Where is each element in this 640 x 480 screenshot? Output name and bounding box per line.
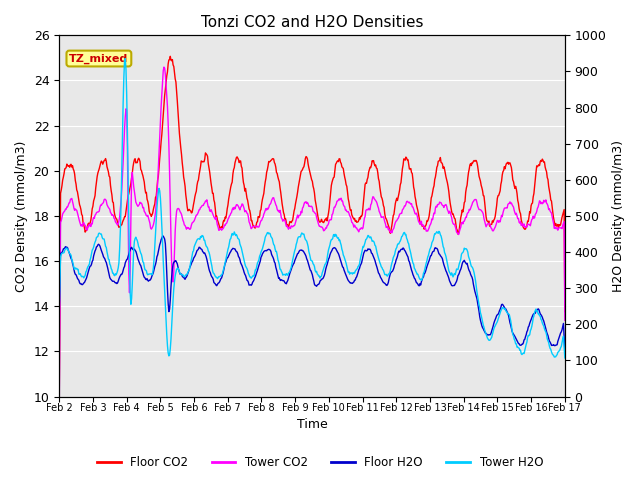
Tower H2O <box>122 56 129 61</box>
Title: Tonzi CO2 and H2O Densities: Tonzi CO2 and H2O Densities <box>201 15 423 30</box>
Tower H2O <box>195 236 203 241</box>
Floor H2O <box>561 348 569 353</box>
Floor CO2 <box>374 169 381 175</box>
Floor CO2 <box>166 53 174 59</box>
Tower CO2 <box>374 203 381 209</box>
Line: Floor CO2: Floor CO2 <box>59 56 565 411</box>
Floor H2O <box>55 308 63 314</box>
X-axis label: Time: Time <box>296 419 328 432</box>
Floor CO2 <box>55 408 63 414</box>
Tower H2O <box>374 252 381 258</box>
Floor CO2 <box>168 57 176 62</box>
Line: Tower CO2: Tower CO2 <box>59 67 565 424</box>
Floor H2O <box>388 268 396 274</box>
Tower CO2 <box>65 202 72 208</box>
Tower CO2 <box>195 207 203 213</box>
Tower CO2 <box>168 278 176 284</box>
Line: Tower H2O: Tower H2O <box>59 59 565 358</box>
Floor H2O <box>65 247 72 253</box>
Tower CO2 <box>116 206 124 212</box>
Tower H2O <box>55 313 63 319</box>
Line: Floor H2O: Floor H2O <box>59 236 565 350</box>
Tower H2O <box>561 355 569 361</box>
Y-axis label: H2O Density (mmol/m3): H2O Density (mmol/m3) <box>612 140 625 292</box>
Floor H2O <box>374 267 381 273</box>
Floor CO2 <box>195 172 203 178</box>
Tower CO2 <box>388 228 396 233</box>
Floor CO2 <box>561 309 569 314</box>
Y-axis label: CO2 Density (mmol/m3): CO2 Density (mmol/m3) <box>15 140 28 292</box>
Floor CO2 <box>116 224 124 229</box>
Floor CO2 <box>388 218 396 224</box>
Floor H2O <box>168 266 176 272</box>
Tower H2O <box>116 228 124 233</box>
Tower CO2 <box>561 317 569 323</box>
Legend: Floor CO2, Tower CO2, Floor H2O, Tower H2O: Floor CO2, Tower CO2, Floor H2O, Tower H… <box>92 452 548 474</box>
Floor CO2 <box>65 163 72 169</box>
Text: TZ_mixed: TZ_mixed <box>69 53 129 64</box>
Tower CO2 <box>160 64 168 70</box>
Tower CO2 <box>55 421 63 427</box>
Tower H2O <box>65 247 72 253</box>
Floor H2O <box>159 233 167 239</box>
Floor H2O <box>195 244 203 250</box>
Tower H2O <box>388 258 396 264</box>
Floor H2O <box>116 273 124 279</box>
Tower H2O <box>168 310 176 315</box>
